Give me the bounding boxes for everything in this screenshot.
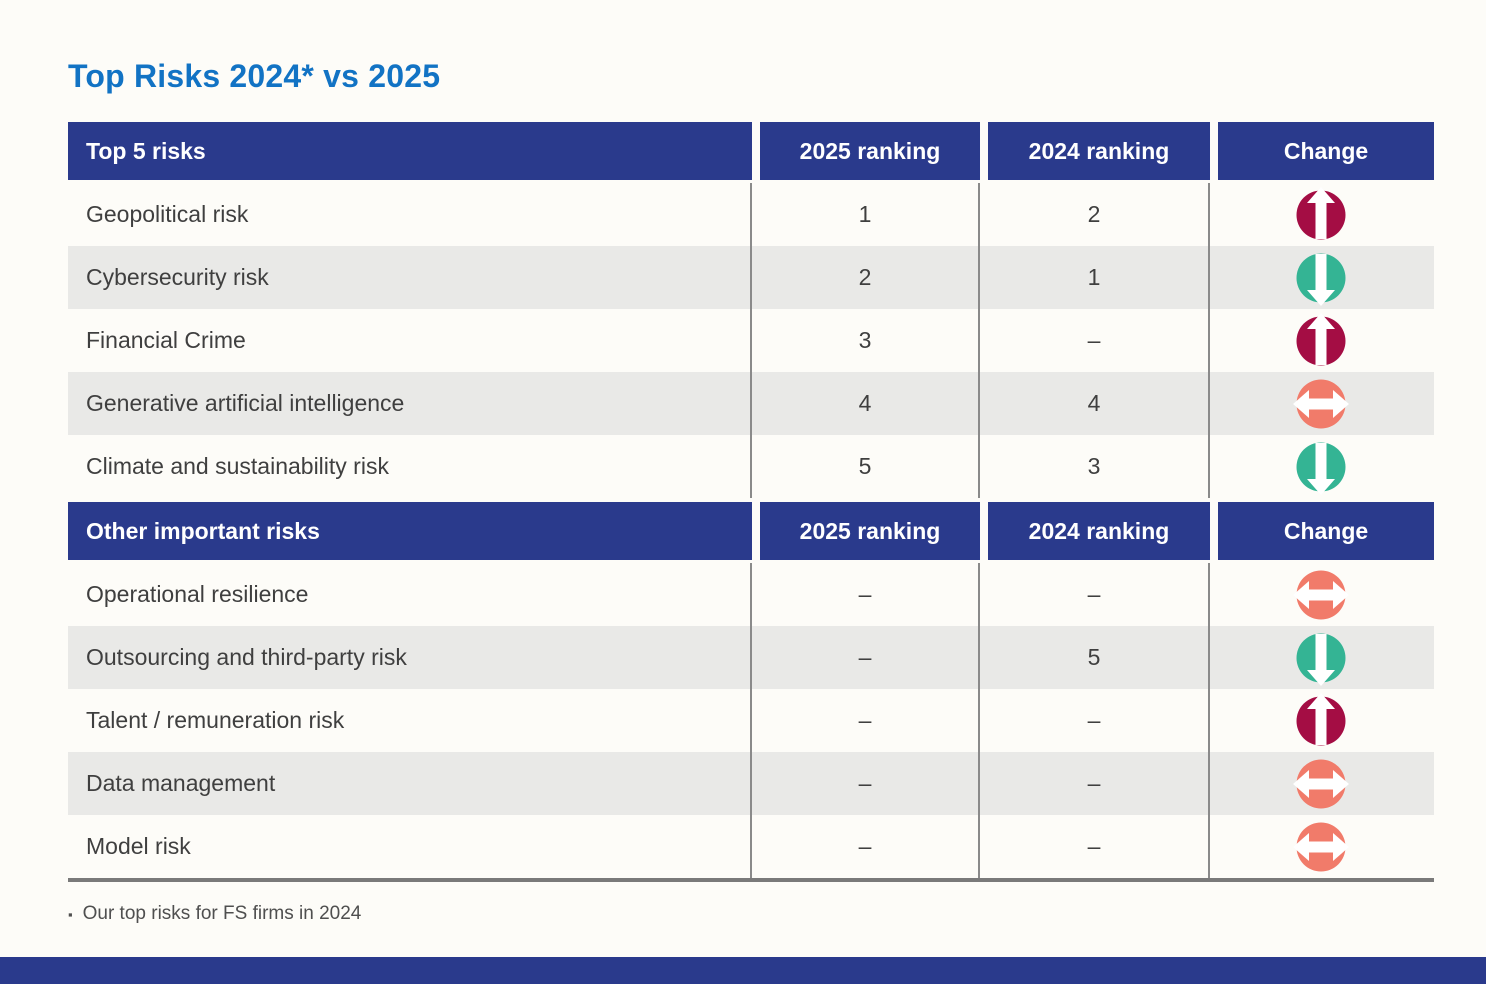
header-2024-ranking: 2024 ranking: [988, 502, 1210, 560]
rank-2024: 4: [980, 372, 1210, 435]
risk-name: Cybersecurity risk: [68, 246, 752, 309]
table-header-row: Top 5 risks 2025 ranking 2024 ranking Ch…: [68, 122, 1434, 180]
rank-2024: –: [980, 689, 1210, 752]
table-row: Financial Crime 3 –: [68, 309, 1434, 372]
risk-name: Generative artificial intelligence: [68, 372, 752, 435]
table-header-row: Other important risks 2025 ranking 2024 …: [68, 502, 1434, 560]
change-cell: [1210, 309, 1432, 372]
change-cell: [1210, 372, 1432, 435]
risk-name: Talent / remuneration risk: [68, 689, 752, 752]
down-arrow-icon: [1292, 629, 1350, 687]
header-2025-ranking: 2025 ranking: [760, 122, 980, 180]
risk-table: Top 5 risks 2025 ranking 2024 ranking Ch…: [68, 122, 1434, 882]
section-rows: Geopolitical risk 1 2 Cybersecurity risk…: [68, 183, 1434, 498]
change-cell: [1210, 183, 1432, 246]
rank-2024: –: [980, 752, 1210, 815]
table-row: Generative artificial intelligence 4 4: [68, 372, 1434, 435]
table-bottom-border: [68, 878, 1434, 882]
header-2025-ranking: 2025 ranking: [760, 502, 980, 560]
table-row: Outsourcing and third-party risk – 5: [68, 626, 1434, 689]
risk-name: Climate and sustainability risk: [68, 435, 752, 498]
rank-2025: 1: [752, 183, 980, 246]
rank-2025: –: [752, 815, 980, 878]
change-cell: [1210, 563, 1432, 626]
header-gap: [980, 502, 988, 560]
risk-name: Operational resilience: [68, 563, 752, 626]
risk-name: Outsourcing and third-party risk: [68, 626, 752, 689]
header-top-5-risks: Top 5 risks: [68, 122, 752, 180]
up-arrow-icon: [1292, 186, 1350, 244]
footer-bar: [0, 957, 1486, 984]
header-change: Change: [1218, 122, 1434, 180]
rank-2025: 3: [752, 309, 980, 372]
down-arrow-icon: [1292, 249, 1350, 307]
rank-2024: –: [980, 309, 1210, 372]
section-other-important-risks: Other important risks 2025 ranking 2024 …: [68, 502, 1434, 878]
change-cell: [1210, 626, 1432, 689]
header-gap: [752, 122, 760, 180]
change-cell: [1210, 815, 1432, 878]
change-cell: [1210, 689, 1432, 752]
page-title: Top Risks 2024* vs 2025: [68, 58, 441, 94]
change-cell: [1210, 752, 1432, 815]
footnote-bullet-icon: ▪: [68, 906, 73, 922]
left-right-arrow-icon: [1292, 818, 1350, 876]
header-2024-ranking: 2024 ranking: [988, 122, 1210, 180]
rank-2025: 5: [752, 435, 980, 498]
rank-2025: 2: [752, 246, 980, 309]
section-rows: Operational resilience – – Outsourcing a…: [68, 563, 1434, 878]
rank-2024: 3: [980, 435, 1210, 498]
rank-2024: 5: [980, 626, 1210, 689]
left-right-arrow-icon: [1292, 566, 1350, 624]
risk-name: Model risk: [68, 815, 752, 878]
table-row: Operational resilience – –: [68, 563, 1434, 626]
rank-2025: –: [752, 689, 980, 752]
table-row: Model risk – –: [68, 815, 1434, 878]
table-row: Geopolitical risk 1 2: [68, 183, 1434, 246]
table-row: Talent / remuneration risk – –: [68, 689, 1434, 752]
header-change: Change: [1218, 502, 1434, 560]
table-row: Climate and sustainability risk 5 3: [68, 435, 1434, 498]
table-row: Data management – –: [68, 752, 1434, 815]
left-right-arrow-icon: [1292, 375, 1350, 433]
header-gap: [1210, 122, 1218, 180]
header-gap: [980, 122, 988, 180]
footnote: ▪ Our top risks for FS firms in 2024: [68, 903, 361, 925]
up-arrow-icon: [1292, 692, 1350, 750]
header-gap: [752, 502, 760, 560]
rank-2025: –: [752, 752, 980, 815]
change-cell: [1210, 435, 1432, 498]
rank-2025: –: [752, 563, 980, 626]
rank-2024: 2: [980, 183, 1210, 246]
risk-name: Data management: [68, 752, 752, 815]
change-cell: [1210, 246, 1432, 309]
down-arrow-icon: [1292, 438, 1350, 496]
header-gap: [1210, 502, 1218, 560]
up-arrow-icon: [1292, 312, 1350, 370]
rank-2024: 1: [980, 246, 1210, 309]
header-other-important-risks: Other important risks: [68, 502, 752, 560]
rank-2024: –: [980, 563, 1210, 626]
footnote-text: Our top risks for FS firms in 2024: [82, 903, 362, 924]
left-right-arrow-icon: [1292, 755, 1350, 813]
rank-2025: –: [752, 626, 980, 689]
rank-2024: –: [980, 815, 1210, 878]
table-row: Cybersecurity risk 2 1: [68, 246, 1434, 309]
risk-name: Geopolitical risk: [68, 183, 752, 246]
section-top-5-risks: Top 5 risks 2025 ranking 2024 ranking Ch…: [68, 122, 1434, 498]
risk-name: Financial Crime: [68, 309, 752, 372]
rank-2025: 4: [752, 372, 980, 435]
